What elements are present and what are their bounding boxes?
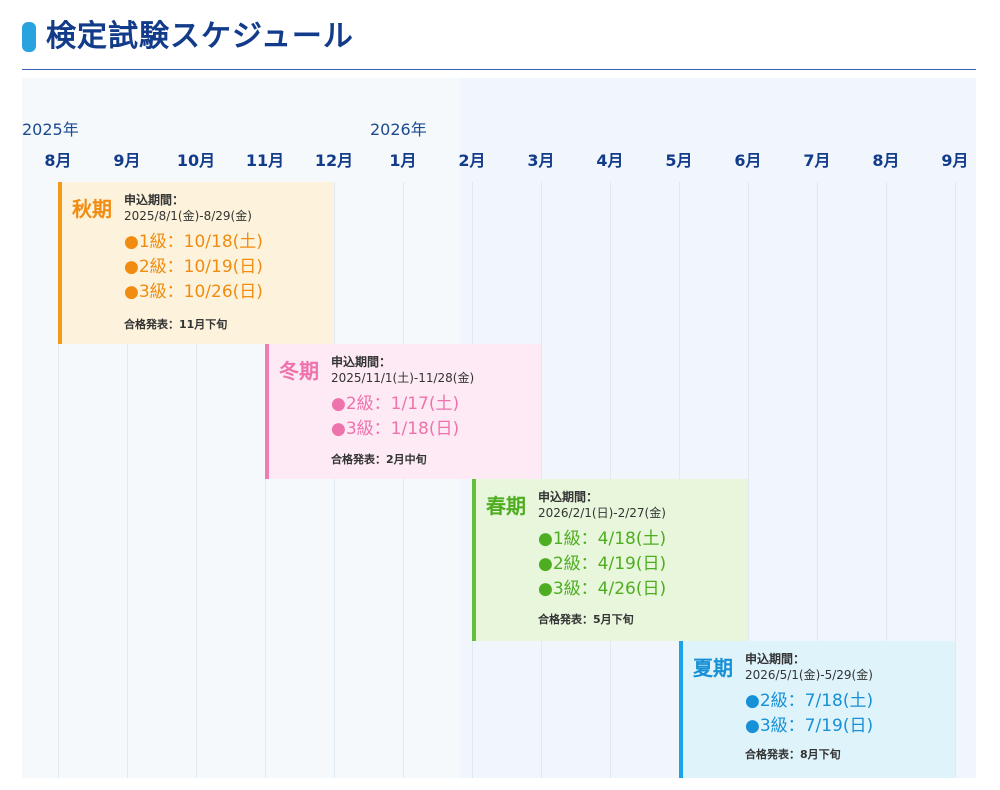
exam-grade-1: ●1級：10/18(土) [124, 232, 263, 252]
season-label: 夏期 [693, 656, 733, 680]
exam-grade-2: ●2級：1/17(土) [331, 394, 460, 414]
month-label: 8月 [872, 151, 900, 170]
application-period: 2026/5/1(金)-5/29(金) [745, 668, 873, 682]
exam-grade-2: ●2級：10/19(日) [124, 257, 263, 277]
month-label: 10月 [176, 151, 216, 170]
application-label: 申込期間： [331, 355, 392, 369]
exam-grade-2: ●2級：4/19(日) [538, 554, 667, 574]
session-autumn: 秋期 申込期間： 2025/8/1(金)-8/29(金) ●1級：10/18(土… [58, 182, 334, 344]
result-announcement: 合格発表：2月中旬 [331, 453, 427, 466]
season-label: 冬期 [279, 359, 319, 383]
session-summer: 夏期 申込期間： 2026/5/1(金)-5/29(金) ●2級：7/18(土)… [679, 641, 955, 778]
month-label: 9月 [113, 151, 141, 170]
exam-list: ●1級：4/18(土) ●2級：4/19(日) ●3級：4/26(日) [538, 527, 666, 602]
exam-grade-3: ●3級：1/18(日) [331, 419, 460, 439]
month-gridline [334, 182, 335, 778]
exam-grade-3: ●3級：10/26(日) [124, 282, 263, 302]
month-gridline [58, 182, 59, 778]
result-announcement: 合格発表：8月下旬 [745, 748, 841, 761]
month-gridline [748, 182, 749, 778]
exam-list: ●2級：1/17(土) ●3級：1/18(日) [331, 392, 459, 442]
exam-grade-3: ●3級：4/26(日) [538, 579, 667, 599]
exam-grade-2: ●2級：7/18(土) [745, 691, 874, 711]
application-label: 申込期間： [538, 490, 599, 504]
month-label: 3月 [527, 151, 555, 170]
page-header: 検定試験スケジュール [22, 18, 976, 70]
month-gridline [127, 182, 128, 778]
result-announcement: 合格発表：5月下旬 [538, 613, 634, 626]
month-label: 9月 [941, 151, 969, 170]
page-title: 検定試験スケジュール [46, 19, 354, 54]
exam-grade-1: ●1級：4/18(土) [538, 529, 667, 549]
month-label: 7月 [803, 151, 831, 170]
exam-list: ●1級：10/18(土) ●2級：10/19(日) ●3級：10/26(日) [124, 230, 263, 305]
month-gridline [403, 182, 404, 778]
month-label: 8月 [44, 151, 72, 170]
month-label: 11月 [245, 151, 285, 170]
application-label: 申込期間： [745, 652, 806, 666]
month-label: 12月 [314, 151, 354, 170]
month-gridline [196, 182, 197, 778]
month-gridline [955, 182, 956, 778]
month-gridline [886, 182, 887, 778]
year-label-2025: 2025年 [22, 120, 79, 139]
application-period: 2025/8/1(金)-8/29(金) [124, 209, 252, 223]
month-gridline [817, 182, 818, 778]
application-label: 申込期間： [124, 193, 185, 207]
title-accent-bar [22, 22, 36, 52]
exam-list: ●2級：7/18(土) ●3級：7/19(日) [745, 689, 873, 739]
session-winter: 冬期 申込期間： 2025/11/1(土)-11/28(金) ●2級：1/17(… [265, 344, 541, 479]
month-gridline [265, 182, 266, 778]
exam-grade-3: ●3級：7/19(日) [745, 716, 874, 736]
season-label: 春期 [486, 494, 526, 518]
year-label-2026: 2026年 [370, 120, 427, 139]
application-period: 2025/11/1(土)-11/28(金) [331, 371, 475, 385]
month-label: 1月 [389, 151, 417, 170]
application-period: 2026/2/1(日)-2/27(金) [538, 506, 666, 520]
session-spring: 春期 申込期間： 2026/2/1(日)-2/27(金) ●1級：4/18(土)… [472, 479, 748, 641]
month-label: 4月 [596, 151, 624, 170]
result-announcement: 合格発表：11月下旬 [124, 318, 228, 331]
month-label: 2月 [458, 151, 486, 170]
season-label: 秋期 [72, 197, 112, 221]
month-label: 6月 [734, 151, 762, 170]
month-label: 5月 [665, 151, 693, 170]
